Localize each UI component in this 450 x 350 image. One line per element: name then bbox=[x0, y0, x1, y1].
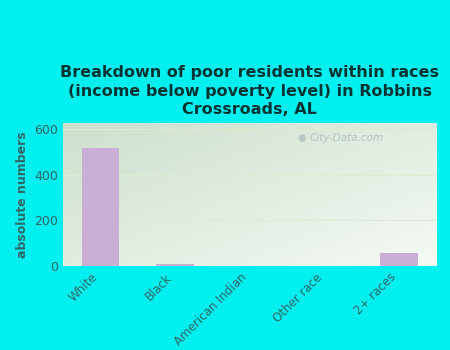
Title: Breakdown of poor residents within races
(income below poverty level) in Robbins: Breakdown of poor residents within races… bbox=[60, 65, 439, 117]
Bar bbox=[157, 264, 194, 266]
Bar bbox=[82, 148, 119, 266]
Y-axis label: absolute numbers: absolute numbers bbox=[16, 131, 29, 258]
Bar bbox=[381, 253, 418, 266]
Text: ●: ● bbox=[298, 133, 306, 143]
Text: City-Data.com: City-Data.com bbox=[310, 133, 384, 143]
